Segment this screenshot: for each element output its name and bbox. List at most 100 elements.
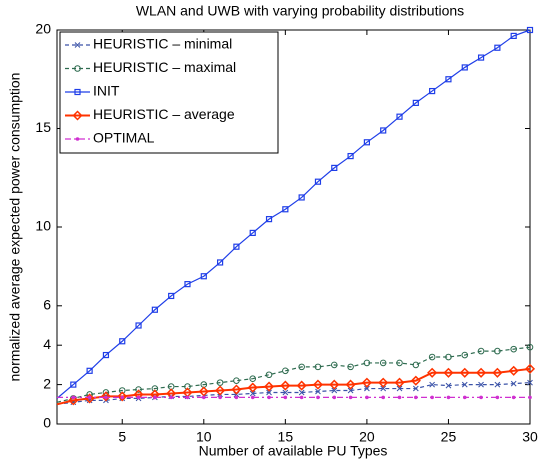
marker — [267, 395, 271, 400]
marker — [347, 363, 354, 371]
marker — [263, 381, 275, 392]
y-tick-label: 20 — [35, 21, 51, 37]
legend: HEURISTIC – minimal HEURISTIC – maximal IN… — [59, 31, 279, 154]
marker — [363, 139, 370, 146]
marker — [200, 273, 207, 280]
marker — [135, 322, 142, 329]
marker — [218, 395, 222, 400]
marker — [412, 361, 420, 369]
marker — [528, 395, 532, 400]
marker — [185, 395, 190, 400]
legend-marker — [72, 110, 83, 121]
legend-marker — [74, 42, 81, 48]
marker — [476, 367, 487, 378]
x-tick-label: 5 — [118, 429, 126, 445]
marker — [330, 361, 338, 369]
series-line — [56, 346, 531, 403]
legend-marker — [74, 65, 81, 72]
marker — [296, 380, 307, 391]
marker — [508, 365, 519, 376]
marker — [104, 395, 108, 400]
marker — [414, 395, 418, 400]
marker — [462, 395, 467, 400]
marker — [265, 371, 273, 379]
marker — [347, 387, 354, 394]
marker — [461, 381, 468, 388]
marker — [282, 206, 289, 213]
marker — [380, 385, 387, 392]
legend-label: HEURISTIC – maximal — [93, 59, 236, 75]
marker — [215, 385, 226, 396]
marker — [397, 395, 402, 400]
marker — [348, 395, 353, 400]
marker — [298, 389, 305, 396]
marker — [494, 381, 501, 388]
legend-label: INIT — [93, 83, 120, 99]
marker — [445, 76, 452, 83]
marker — [231, 384, 242, 395]
marker — [445, 382, 452, 389]
marker — [428, 353, 436, 361]
marker — [234, 395, 239, 400]
marker — [511, 395, 516, 400]
y-axis-label: normalized average expected power consum… — [7, 73, 23, 382]
marker — [363, 359, 371, 367]
marker — [314, 363, 322, 371]
marker — [233, 243, 240, 250]
y-tick-label: 15 — [35, 119, 51, 135]
marker — [151, 306, 158, 313]
marker — [495, 395, 500, 400]
marker — [410, 375, 421, 386]
x-tick-label: 20 — [359, 429, 375, 445]
marker — [510, 32, 517, 40]
legend-marker — [75, 137, 80, 141]
marker — [429, 87, 436, 95]
marker — [345, 379, 356, 390]
marker — [331, 164, 338, 171]
legend-box — [59, 31, 279, 154]
marker — [365, 395, 369, 400]
chart-title: WLAN and UWB with varying probability di… — [136, 3, 464, 19]
marker — [283, 395, 288, 400]
marker — [249, 390, 256, 397]
x-tick-label: 25 — [441, 429, 457, 445]
marker — [102, 389, 110, 396]
x-tick-label: 10 — [196, 429, 212, 445]
marker — [524, 363, 536, 374]
y-tick-label: 2 — [43, 375, 51, 391]
marker — [71, 395, 76, 400]
marker — [527, 379, 533, 386]
marker — [380, 127, 387, 134]
marker — [169, 395, 173, 400]
marker — [87, 395, 92, 400]
marker — [446, 395, 451, 400]
marker — [430, 395, 434, 400]
marker — [477, 347, 485, 355]
marker — [298, 194, 305, 201]
marker — [117, 391, 128, 402]
marker — [461, 64, 468, 71]
marker — [394, 377, 405, 388]
marker — [250, 395, 255, 400]
marker — [135, 386, 142, 393]
marker — [249, 375, 257, 382]
marker — [100, 391, 111, 402]
marker — [70, 381, 77, 388]
marker — [312, 379, 324, 390]
marker — [412, 99, 419, 106]
marker — [526, 26, 534, 34]
marker — [168, 292, 175, 300]
marker — [459, 367, 470, 378]
x-axis-label: Number of available PU Types — [199, 443, 388, 459]
marker — [266, 389, 272, 396]
marker — [510, 345, 517, 353]
marker — [217, 259, 224, 266]
marker — [332, 395, 337, 400]
legend-label: OPTIMAL — [93, 130, 155, 146]
marker — [396, 359, 403, 367]
marker — [282, 389, 289, 396]
marker — [478, 381, 484, 388]
marker — [477, 54, 485, 61]
marker — [136, 395, 141, 400]
